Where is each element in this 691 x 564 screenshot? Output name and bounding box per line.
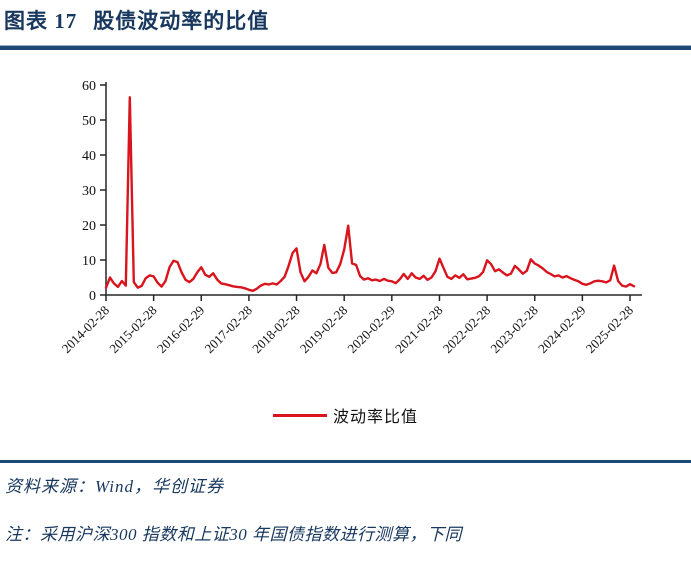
title-divider-rule xyxy=(0,45,691,50)
y-tick-label: 20 xyxy=(82,219,96,234)
y-tick-label: 50 xyxy=(82,114,96,129)
y-tick-label: 0 xyxy=(89,289,96,304)
x-tick-label: 2023-02-28 xyxy=(487,303,541,357)
y-tick-label: 60 xyxy=(82,79,96,94)
x-tick-label: 2021-02-28 xyxy=(392,303,446,357)
x-tick-label: 2022-02-28 xyxy=(440,303,494,357)
legend-line-swatch xyxy=(272,413,327,417)
source-note: 资料来源：Wind，华创证券 xyxy=(5,477,224,496)
y-tick-label: 40 xyxy=(82,149,96,164)
x-tick-label: 2025-02-28 xyxy=(583,303,637,357)
x-tick-label: 2015-02-28 xyxy=(106,303,160,357)
x-tick-label: 2014-02-28 xyxy=(59,303,113,357)
figure-label: 图表 17 xyxy=(4,9,78,33)
y-tick-label: 10 xyxy=(82,254,96,269)
figure-header: 图表 17 股债波动率的比值 xyxy=(4,5,687,35)
y-tick-label: 30 xyxy=(82,184,96,199)
chart-area: 0 10 20 30 40 50 60 2014-02-28 2015-02-28 2016-02… xyxy=(0,58,691,403)
method-note: 注：采用沪深300 指数和上证30 年国债指数进行测算，下同 xyxy=(5,525,462,544)
x-tick-label: 2016-02-29 xyxy=(154,303,208,357)
chart-legend: 波动率比值 xyxy=(0,403,691,427)
legend-series-label: 波动率比值 xyxy=(332,409,418,426)
x-tick-label: 2017-02-28 xyxy=(202,303,256,357)
x-tick-label: 2018-02-28 xyxy=(249,303,303,357)
volatility-ratio-line-chart: 0 10 20 30 40 50 60 2014-02-282015-02-282016-02… xyxy=(59,79,642,357)
x-tick-label: 2024-02-29 xyxy=(535,303,589,357)
figure-title: 股债波动率的比值 xyxy=(93,9,270,33)
x-tick-label: 2019-02-28 xyxy=(297,303,351,357)
x-tick-label: 2020-02-29 xyxy=(344,303,398,357)
footer-divider-rule xyxy=(0,460,691,463)
series-line xyxy=(104,96,636,293)
